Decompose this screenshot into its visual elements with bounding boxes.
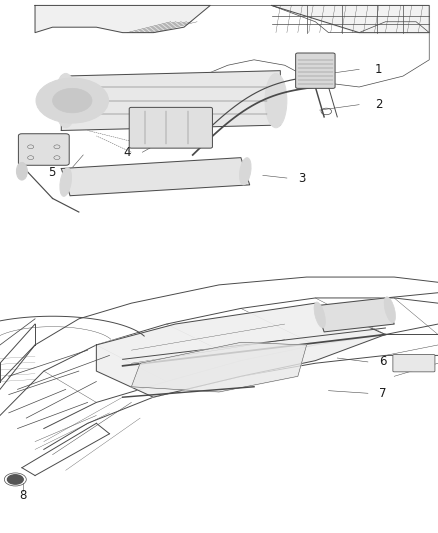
Polygon shape bbox=[131, 342, 307, 392]
FancyBboxPatch shape bbox=[129, 107, 212, 148]
Text: 7: 7 bbox=[379, 387, 387, 400]
FancyBboxPatch shape bbox=[296, 53, 335, 88]
Polygon shape bbox=[61, 71, 280, 131]
Ellipse shape bbox=[60, 168, 71, 196]
Ellipse shape bbox=[314, 302, 325, 328]
Text: 6: 6 bbox=[379, 356, 387, 368]
Ellipse shape bbox=[240, 158, 251, 185]
Ellipse shape bbox=[55, 74, 77, 128]
FancyBboxPatch shape bbox=[393, 354, 435, 372]
Polygon shape bbox=[61, 158, 250, 196]
Circle shape bbox=[7, 475, 23, 484]
Text: 5: 5 bbox=[48, 166, 55, 179]
Polygon shape bbox=[272, 5, 429, 33]
Text: 2: 2 bbox=[375, 98, 383, 111]
Ellipse shape bbox=[265, 74, 287, 128]
Text: 8: 8 bbox=[19, 489, 26, 502]
Text: 4: 4 bbox=[123, 146, 131, 159]
FancyBboxPatch shape bbox=[18, 134, 69, 165]
Text: 1: 1 bbox=[375, 63, 383, 76]
Text: 3: 3 bbox=[299, 172, 306, 184]
Polygon shape bbox=[96, 303, 385, 397]
Polygon shape bbox=[35, 5, 210, 33]
Ellipse shape bbox=[17, 163, 27, 180]
Polygon shape bbox=[315, 298, 394, 332]
Ellipse shape bbox=[384, 297, 396, 322]
Circle shape bbox=[53, 88, 92, 113]
Circle shape bbox=[36, 78, 109, 123]
